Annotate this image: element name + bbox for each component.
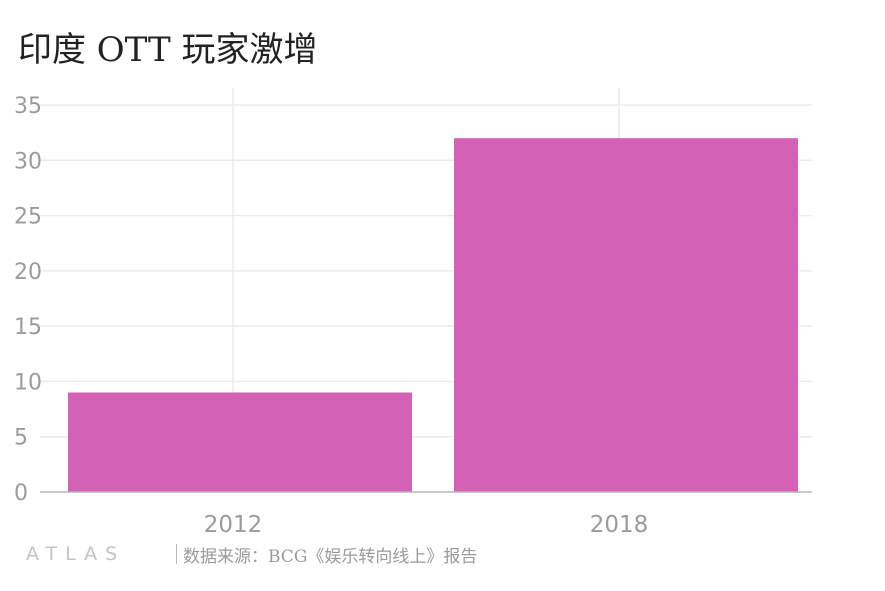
bar-2012 bbox=[68, 392, 412, 492]
atlas-logo: ATLAS bbox=[26, 543, 126, 565]
y-tick-label: 10 bbox=[14, 370, 42, 395]
chart-title: 印度 OTT 玩家激增 bbox=[18, 30, 318, 70]
y-tick-label: 30 bbox=[14, 149, 42, 174]
source-divider bbox=[176, 544, 177, 564]
bars bbox=[68, 138, 798, 492]
y-tick-label: 5 bbox=[14, 426, 28, 451]
y-tick-label: 20 bbox=[14, 260, 42, 285]
bar-2018 bbox=[454, 138, 798, 492]
source-note: 数据来源：BCG《娱乐转向线上》报告 bbox=[183, 546, 478, 567]
y-tick-labels: 0 5 10 15 20 25 30 35 bbox=[14, 94, 42, 506]
y-tick-label: 15 bbox=[14, 315, 42, 340]
y-tick-label: 25 bbox=[14, 205, 42, 230]
y-tick-label: 35 bbox=[14, 94, 42, 119]
y-tick-label: 0 bbox=[14, 481, 28, 506]
x-tick-labels: 2012 2018 bbox=[204, 512, 649, 538]
footer: ATLAS 数据来源：BCG《娱乐转向线上》报告 bbox=[26, 540, 477, 568]
x-tick-label: 2018 bbox=[590, 512, 649, 538]
x-tick-label: 2012 bbox=[204, 512, 263, 538]
